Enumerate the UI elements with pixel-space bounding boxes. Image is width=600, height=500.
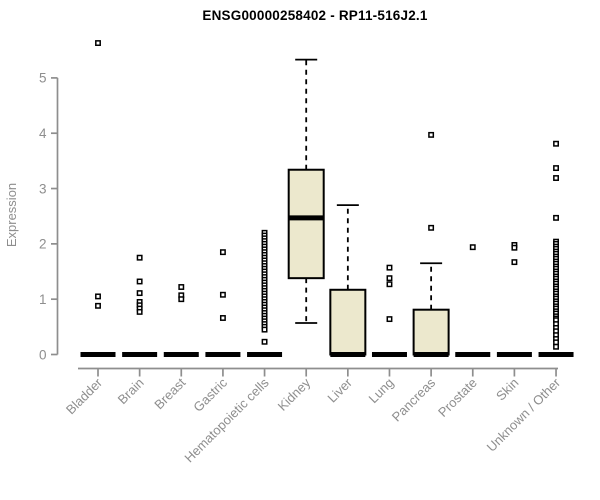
outlier-point	[178, 296, 185, 303]
x-category-label: Prostate	[435, 375, 480, 420]
outlier-point	[428, 224, 435, 231]
outlier-point	[386, 264, 393, 271]
outlier-point	[261, 338, 268, 345]
outlier-point	[386, 316, 393, 323]
outlier-point	[219, 315, 226, 321]
y-tick-label: 5	[39, 71, 47, 86]
x-category-label: Kidney	[275, 375, 314, 414]
outlier-point	[428, 131, 435, 138]
outlier-point	[386, 275, 393, 282]
outlier-point	[553, 343, 559, 350]
x-category-label: Breast	[151, 375, 188, 412]
outlier-point	[95, 40, 101, 46]
x-category-label: Liver	[324, 375, 355, 406]
x-category-label: Skin	[493, 375, 521, 403]
outlier-point	[261, 326, 268, 333]
outlier-point	[553, 214, 559, 221]
outlier-point	[553, 140, 559, 147]
outlier-point	[469, 244, 476, 251]
box	[412, 308, 450, 356]
outlier-point	[386, 281, 393, 288]
outlier-point	[511, 259, 518, 266]
y-tick-label: 1	[39, 292, 47, 307]
x-category-label: Brain	[115, 375, 147, 407]
outlier-point	[136, 290, 143, 297]
outlier-point	[511, 244, 518, 251]
box	[329, 288, 367, 356]
outlier-point	[553, 165, 559, 172]
x-category-label: Gastric	[190, 375, 230, 415]
y-tick-label: 2	[39, 237, 47, 252]
outlier-point	[136, 254, 143, 261]
x-category-label: Lung	[366, 375, 397, 406]
outlier-point	[95, 302, 101, 309]
x-category-label: Unknown / Other	[484, 375, 564, 455]
y-tick-label: 4	[39, 126, 47, 141]
outlier-point	[219, 249, 226, 256]
outlier-point	[178, 284, 185, 290]
outlier-point	[219, 291, 226, 298]
outlier-point	[95, 293, 101, 300]
y-tick-label: 0	[39, 347, 47, 362]
outlier-point	[136, 308, 143, 315]
outlier-point	[136, 278, 143, 285]
x-category-label: Pancreas	[389, 375, 439, 425]
outlier-point	[553, 175, 559, 181]
box	[287, 168, 325, 280]
x-category-label: Bladder	[63, 375, 106, 418]
y-tick-label: 3	[39, 181, 47, 196]
chart-title: ENSG00000258402 - RP11-516J2.1	[202, 8, 428, 23]
